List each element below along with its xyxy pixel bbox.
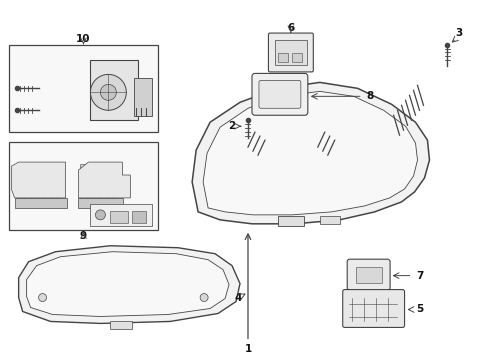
Bar [17,164,22,202]
FancyBboxPatch shape [252,73,308,115]
Bar [320,216,340,224]
Text: 1: 1 [245,345,252,354]
Bar [9,142,158,230]
Bar [91,60,138,120]
Bar [356,267,382,283]
Bar [87,164,93,202]
Text: 3: 3 [456,28,463,37]
Circle shape [39,293,47,302]
Text: 10: 10 [76,33,91,44]
FancyBboxPatch shape [269,33,313,72]
Polygon shape [192,82,429,224]
Bar [45,164,49,202]
Text: 4: 4 [234,293,242,302]
Bar [132,211,147,223]
Polygon shape [19,246,240,323]
Bar [110,211,128,223]
Text: 5: 5 [416,305,423,315]
Bar [91,204,152,226]
Bar [134,78,152,116]
Bar [110,321,132,329]
Text: 2: 2 [228,121,236,131]
Bar [38,164,43,202]
Bar [51,164,56,202]
Circle shape [91,75,126,110]
Text: 6: 6 [287,23,294,33]
Bar [78,198,123,208]
Polygon shape [203,91,417,215]
Bar [108,164,113,202]
Bar [278,216,304,226]
Circle shape [96,210,105,220]
FancyBboxPatch shape [259,80,301,108]
Bar [24,164,28,202]
Circle shape [200,293,208,302]
Polygon shape [78,162,130,198]
Bar [101,164,106,202]
Text: 7: 7 [416,271,423,281]
Text: 8: 8 [366,91,373,101]
Bar [30,164,36,202]
Polygon shape [12,162,66,198]
FancyBboxPatch shape [347,259,390,290]
FancyBboxPatch shape [343,289,405,328]
Polygon shape [26,252,229,316]
Circle shape [100,84,116,100]
Bar [275,40,307,66]
Text: 9: 9 [80,231,87,241]
Bar [95,164,99,202]
Bar [80,164,85,202]
Bar [278,54,288,62]
Bar [292,54,302,62]
Bar [9,45,158,132]
Bar [15,198,67,208]
